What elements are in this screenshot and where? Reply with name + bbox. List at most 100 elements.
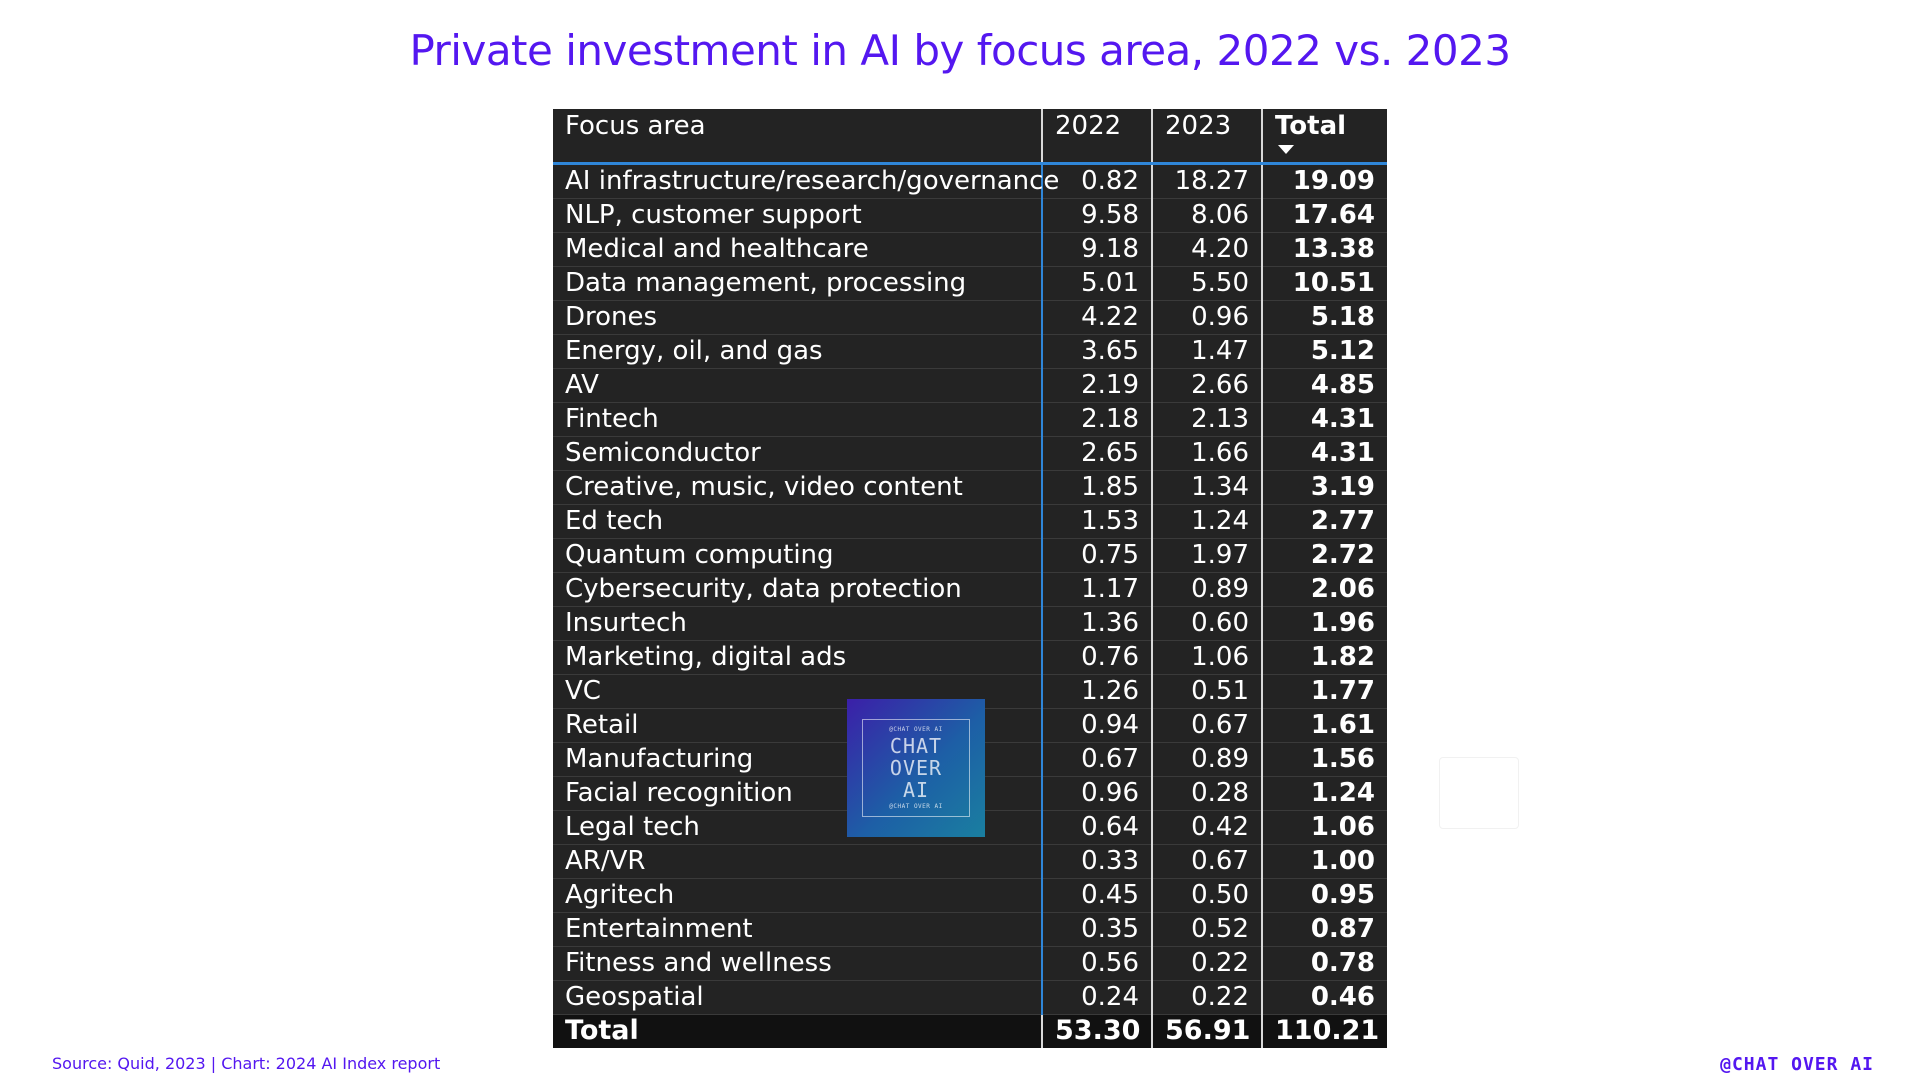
value-2022-cell: 4.22 <box>1041 300 1152 335</box>
value-2022-cell: 0.67 <box>1041 742 1152 777</box>
table-row: Drones 4.22 0.96 5.18 <box>553 300 1387 335</box>
value-2023-cell: 1.24 <box>1151 504 1262 539</box>
total-value-cell: 4.85 <box>1261 368 1387 403</box>
value-2023-cell: 0.89 <box>1151 742 1262 777</box>
focus-area-cell: Insurtech <box>553 606 1042 641</box>
value-2022-cell: 0.94 <box>1041 708 1152 743</box>
value-2022-cell: 0.76 <box>1041 640 1152 675</box>
value-2023-cell: 0.67 <box>1151 844 1262 879</box>
total-value-cell: 5.18 <box>1261 300 1387 335</box>
total-row: Total 53.30 56.91 110.21 <box>553 1013 1387 1048</box>
table-row: Fitness and wellness 0.56 0.22 0.78 <box>553 946 1387 981</box>
column-header-total-label: Total <box>1275 111 1347 141</box>
value-2023-cell: 0.52 <box>1151 912 1262 947</box>
column-header-focus-area[interactable]: Focus area <box>553 109 1042 165</box>
focus-area-cell: Semiconductor <box>553 436 1042 471</box>
total-value-cell: 2.72 <box>1261 538 1387 573</box>
value-2022-cell: 1.17 <box>1041 572 1152 607</box>
value-2022-cell: 3.65 <box>1041 334 1152 369</box>
focus-area-cell: Drones <box>553 300 1042 335</box>
total-value-cell: 1.77 <box>1261 674 1387 709</box>
value-2022-cell: 0.33 <box>1041 844 1152 879</box>
value-2022-cell: 9.58 <box>1041 198 1152 233</box>
value-2023-cell: 0.28 <box>1151 776 1262 811</box>
value-2022-cell: 0.82 <box>1041 163 1152 199</box>
total-row-label: Total <box>553 1013 1042 1048</box>
value-2022-cell: 9.18 <box>1041 232 1152 267</box>
value-2022-cell: 2.19 <box>1041 368 1152 403</box>
value-2022-cell: 0.24 <box>1041 980 1152 1015</box>
table-row: Ed tech 1.53 1.24 2.77 <box>553 504 1387 539</box>
total-value-cell: 17.64 <box>1261 198 1387 233</box>
focus-area-cell: AI infrastructure/research/governance <box>553 163 1059 199</box>
total-value-cell: 13.38 <box>1261 232 1387 267</box>
value-2023-cell: 1.47 <box>1151 334 1262 369</box>
page-title: Private investment in AI by focus area, … <box>409 26 1511 75</box>
table-row: Energy, oil, and gas 3.65 1.47 5.12 <box>553 334 1387 369</box>
table-row: AI infrastructure/research/governance 0.8… <box>553 163 1387 199</box>
table-row: Fintech 2.18 2.13 4.31 <box>553 402 1387 437</box>
value-2023-cell: 2.66 <box>1151 368 1262 403</box>
value-2023-cell: 0.67 <box>1151 708 1262 743</box>
total-value-cell: 0.95 <box>1261 878 1387 913</box>
table-row: Medical and healthcare 9.18 4.20 13.38 <box>553 232 1387 267</box>
table-row: Marketing, digital ads 0.76 1.06 1.82 <box>553 640 1387 675</box>
column-header-2023[interactable]: 2023 <box>1151 109 1262 165</box>
header-row: Focus area 2022 2023 Total <box>553 109 1387 165</box>
source-note: Source: Quid, 2023 | Chart: 2024 AI Inde… <box>52 1054 441 1073</box>
table-row: Semiconductor 2.65 1.66 4.31 <box>553 436 1387 471</box>
focus-area-cell: Medical and healthcare <box>553 232 1042 267</box>
focus-area-cell: Energy, oil, and gas <box>553 334 1042 369</box>
table-row: Creative, music, video content 1.85 1.34 3.… <box>553 470 1387 505</box>
table-row: AV 2.19 2.66 4.85 <box>553 368 1387 403</box>
watermark-line-3: AI <box>902 778 930 802</box>
focus-area-cell: Data management, processing <box>553 266 1042 301</box>
table-row: NLP, customer support 9.58 8.06 17.64 <box>553 198 1387 233</box>
value-2023-cell: 0.22 <box>1151 980 1262 1015</box>
total-value-cell: 10.51 <box>1261 266 1387 301</box>
total-value-cell: 4.31 <box>1261 402 1387 437</box>
table-row: Cybersecurity, data protection 1.17 0.89 2.… <box>553 572 1387 607</box>
value-2022-cell: 1.36 <box>1041 606 1152 641</box>
value-2022-cell: 2.65 <box>1041 436 1152 471</box>
focus-area-cell: Fintech <box>553 402 1042 437</box>
focus-area-cell: Cybersecurity, data protection <box>553 572 1042 607</box>
table-row: Data management, processing 5.01 5.50 10.51 <box>553 266 1387 301</box>
table-row: Entertainment 0.35 0.52 0.87 <box>553 912 1387 947</box>
table-row: Agritech 0.45 0.50 0.95 <box>553 878 1387 913</box>
total-value-cell: 1.56 <box>1261 742 1387 777</box>
total-value-cell: 1.00 <box>1261 844 1387 879</box>
value-2023-cell: 1.34 <box>1151 470 1262 505</box>
column-header-2022[interactable]: 2022 <box>1041 109 1152 165</box>
investment-table: Focus area 2022 2023 Total AI infrastruc… <box>553 109 1387 1048</box>
total-value-cell: 1.24 <box>1261 776 1387 811</box>
table-row: Geospatial 0.24 0.22 0.46 <box>553 980 1387 1015</box>
focus-area-cell: Entertainment <box>553 912 1042 947</box>
value-2022-cell: 0.96 <box>1041 776 1152 811</box>
total-row-2023: 56.91 <box>1151 1013 1262 1048</box>
column-header-total[interactable]: Total <box>1261 109 1387 165</box>
value-2023-cell: 0.96 <box>1151 300 1262 335</box>
watermark-logo: @CHAT OVER AI CHAT OVER AI @CHAT OVER AI <box>847 699 985 837</box>
value-2023-cell: 2.13 <box>1151 402 1262 437</box>
value-2023-cell: 8.06 <box>1151 198 1262 233</box>
value-2023-cell: 4.20 <box>1151 232 1262 267</box>
sort-descending-icon <box>1278 145 1294 154</box>
focus-area-cell: Fitness and wellness <box>553 946 1042 981</box>
focus-area-cell: Creative, music, video content <box>553 470 1042 505</box>
focus-area-cell: Marketing, digital ads <box>553 640 1042 675</box>
value-2022-cell: 0.64 <box>1041 810 1152 845</box>
value-2022-cell: 1.85 <box>1041 470 1152 505</box>
total-value-cell: 0.46 <box>1261 980 1387 1015</box>
watermark-bottom-text: @CHAT OVER AI <box>889 803 943 810</box>
value-2022-cell: 1.26 <box>1041 674 1152 709</box>
table-row: Retail 0.94 0.67 1.61 <box>553 708 1387 743</box>
value-2023-cell: 0.22 <box>1151 946 1262 981</box>
value-2023-cell: 0.42 <box>1151 810 1262 845</box>
focus-area-cell: Ed tech <box>553 504 1042 539</box>
total-value-cell: 5.12 <box>1261 334 1387 369</box>
value-2023-cell: 0.50 <box>1151 878 1262 913</box>
focus-area-cell: Geospatial <box>553 980 1042 1015</box>
table-body: AI infrastructure/research/governance 0.8… <box>553 163 1387 1015</box>
total-value-cell: 4.31 <box>1261 436 1387 471</box>
